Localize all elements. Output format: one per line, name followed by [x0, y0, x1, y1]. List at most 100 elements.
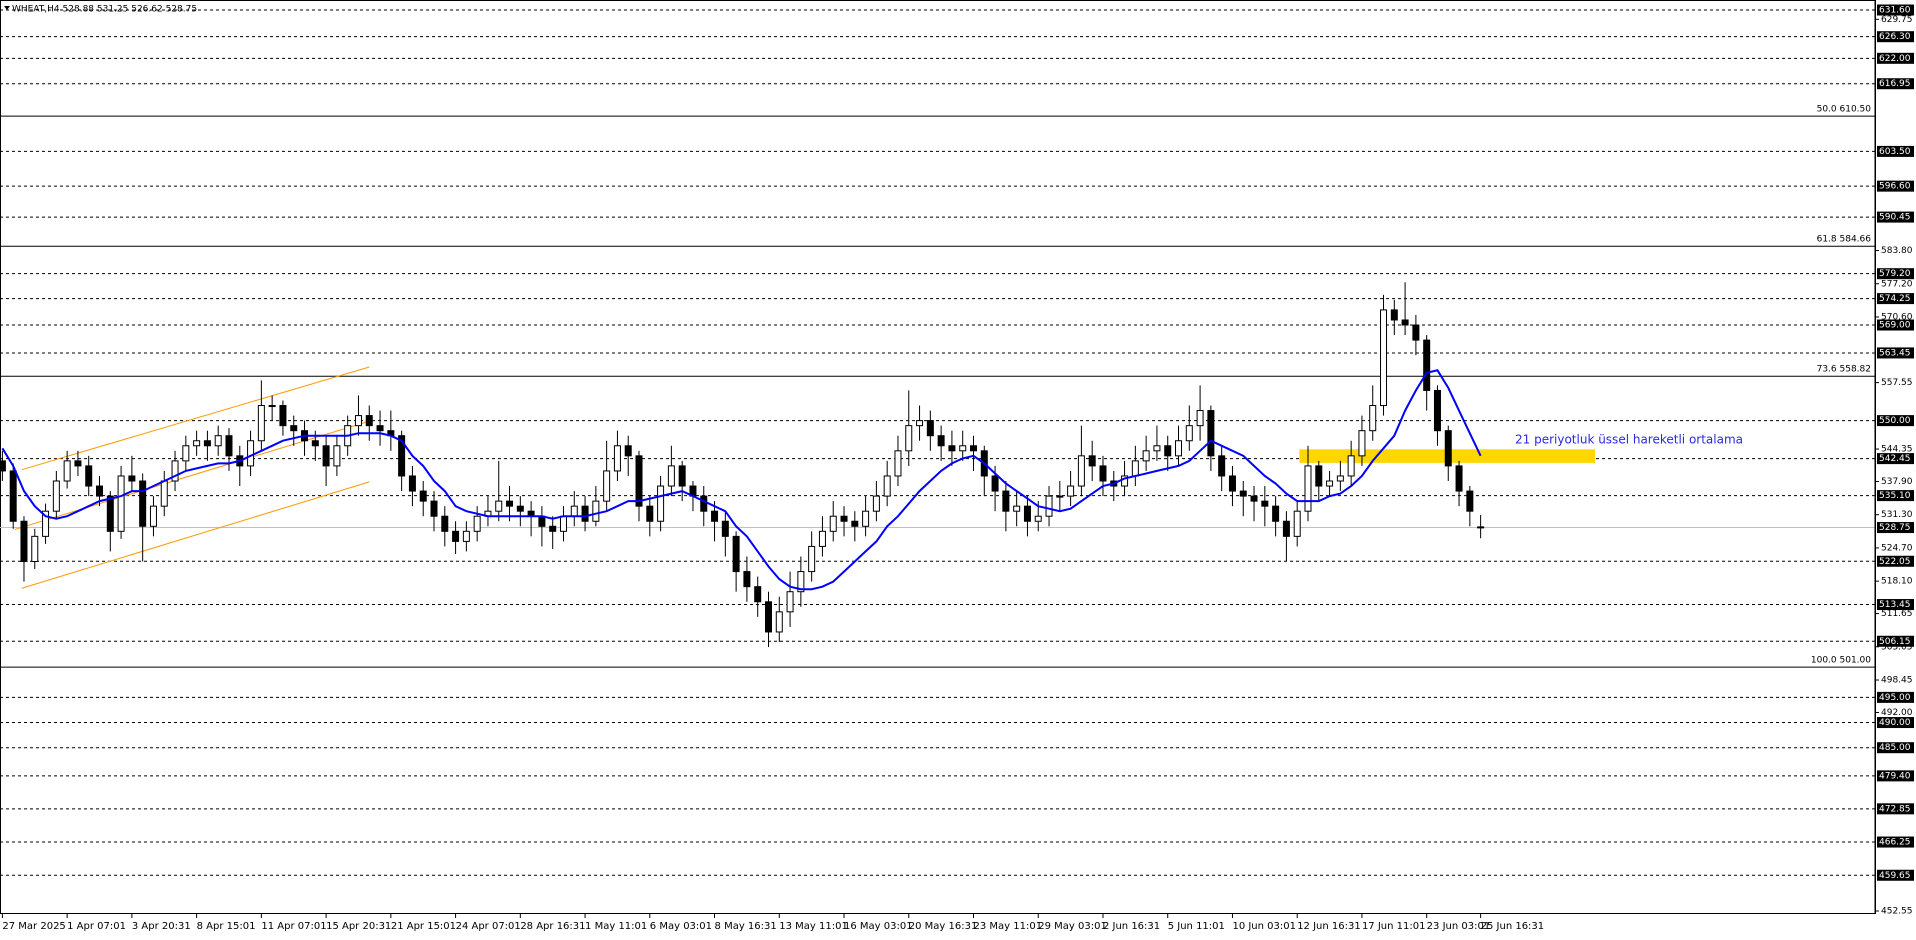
candle-body [862, 510, 870, 527]
candle-body [894, 450, 902, 477]
level-box [1877, 415, 1914, 427]
chart-title: WHEAT,H4 528.88 531.25 526.62 528.75 [12, 5, 197, 15]
candle-body [1293, 510, 1301, 537]
x-tick-label: 13 May 11:01 [779, 921, 848, 932]
candle-body [1088, 455, 1096, 467]
channel-line [21, 481, 370, 589]
candle-body [635, 455, 643, 507]
candle-body [1099, 465, 1107, 482]
candle-body [721, 520, 729, 537]
y-tick-label: 505.05 [1881, 642, 1913, 652]
candle-body [1390, 309, 1398, 321]
candle-body [290, 425, 298, 432]
level-box [1877, 742, 1914, 754]
candle-body [570, 505, 578, 517]
candle-body [1023, 505, 1031, 522]
candle-body [1067, 485, 1075, 497]
candle-body [322, 445, 330, 467]
candle-body [829, 515, 837, 532]
level-box [1877, 319, 1914, 331]
level-box [1877, 869, 1914, 881]
level-label: 479.40 [1879, 771, 1911, 781]
candle-body [452, 530, 460, 542]
level-label: 535.10 [1879, 491, 1911, 501]
level-label: 472.85 [1879, 804, 1911, 814]
candle-body [1358, 430, 1366, 457]
x-tick-label: 3 Apr 20:31 [132, 921, 191, 932]
candle-body [678, 465, 686, 487]
candle-body [1272, 505, 1280, 522]
x-tick-label: 12 Jun 16:31 [1297, 921, 1361, 932]
candle-body [764, 601, 772, 633]
x-tick-label: 21 Apr 15:01 [391, 921, 456, 932]
level-box [1877, 78, 1914, 90]
candle-body [462, 530, 470, 542]
level-label: 596.60 [1879, 182, 1911, 192]
x-tick-label: 10 Jun 03:01 [1232, 921, 1296, 932]
candle-body [1239, 490, 1247, 497]
price-box [1877, 522, 1914, 534]
candle-body [52, 480, 60, 512]
candle-body [1347, 455, 1355, 477]
candle-body [354, 415, 362, 427]
candle-body [128, 475, 136, 482]
candle-body [1045, 495, 1053, 517]
candle-body [1380, 309, 1388, 407]
candle-body [667, 465, 675, 487]
y-tick-label: 511.65 [1881, 609, 1913, 619]
candle-body [516, 505, 524, 512]
level-box [1877, 635, 1914, 647]
candle-body [1077, 455, 1085, 487]
level-box [1877, 836, 1914, 848]
candle-body [279, 405, 287, 427]
candle-body [1455, 465, 1463, 492]
candle-body [1315, 465, 1323, 487]
level-label: 459.65 [1879, 871, 1911, 881]
candle-body [624, 445, 632, 457]
x-tick-label: 1 May 11:01 [585, 921, 647, 932]
candle-body [495, 500, 503, 512]
candle-body [96, 485, 104, 497]
level-box [1877, 453, 1914, 465]
y-tick-label: 629.75 [1881, 15, 1913, 25]
candle-body [376, 425, 384, 432]
candle-body [1401, 319, 1409, 326]
candle-body [700, 495, 708, 512]
candle-body [603, 470, 611, 502]
candle-body [149, 505, 157, 527]
candle-body [786, 591, 794, 613]
candle-body [430, 500, 438, 517]
candle-body [1207, 410, 1215, 457]
candle-body [1477, 526, 1485, 529]
x-tick-label: 16 May 03:01 [844, 921, 913, 932]
x-tick-label: 6 May 03:01 [650, 921, 712, 932]
candle-body [247, 440, 255, 467]
candle-body [139, 480, 147, 527]
candle-body [20, 520, 28, 563]
candle-body [160, 480, 168, 507]
candle-body [559, 515, 567, 532]
level-label: 616.95 [1879, 79, 1911, 89]
fib-label: 73.6 558.82 [1817, 365, 1871, 375]
level-box [1877, 770, 1914, 782]
candle-body [754, 586, 762, 603]
candle-body [657, 485, 665, 522]
candle-body [937, 435, 945, 447]
candle-body [311, 440, 319, 447]
x-tick-label: 28 Apr 16:31 [520, 921, 585, 932]
x-tick-label: 23 May 11:01 [974, 921, 1043, 932]
level-label: 490.00 [1879, 718, 1911, 728]
candle-body [1412, 324, 1420, 341]
symbol-marker [4, 6, 10, 10]
level-label: 622.00 [1879, 54, 1911, 64]
level-box [1877, 52, 1914, 64]
level-box [1877, 180, 1914, 192]
level-label: 569.00 [1879, 321, 1911, 331]
fib-label: 61.8 584.66 [1817, 235, 1872, 245]
candle-body [592, 500, 600, 522]
level-box [1877, 490, 1914, 502]
x-tick-label: 24 Apr 07:01 [456, 921, 521, 932]
candle-body [970, 445, 977, 452]
level-label: 522.05 [1879, 557, 1911, 567]
candle-body [1142, 450, 1150, 462]
